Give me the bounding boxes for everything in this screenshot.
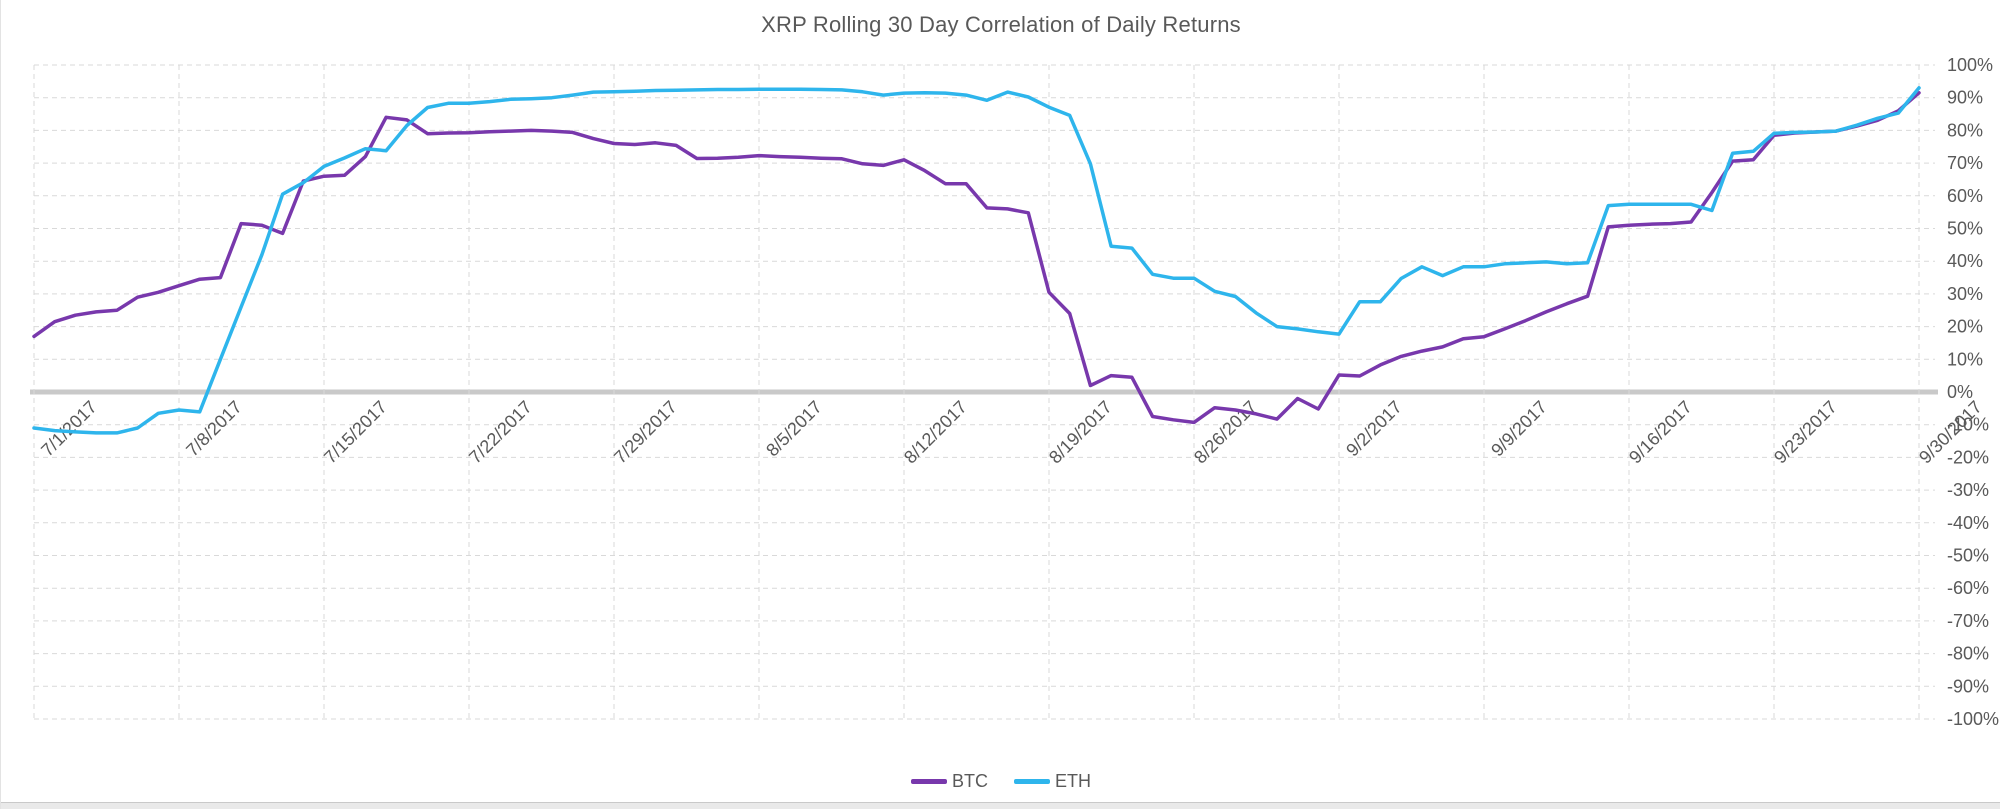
x-axis-tick-label: 9/2/2017	[1342, 397, 1406, 461]
y-axis-tick-label: 50%	[1947, 219, 1983, 239]
y-axis-tick-label: 60%	[1947, 186, 1983, 206]
eth-series-line[interactable]	[32, 86, 1921, 435]
legend-item-btc[interactable]: BTC	[911, 771, 988, 792]
y-axis-tick-label: 90%	[1947, 88, 1983, 108]
y-axis-tick-label: 80%	[1947, 120, 1983, 140]
x-axis-tick-label: 7/15/2017	[320, 397, 391, 468]
y-axis-tick-label: -90%	[1947, 676, 1989, 696]
x-axis-tick-label: 7/29/2017	[610, 397, 681, 468]
y-axis-tick-label: 30%	[1947, 284, 1983, 304]
y-axis-tick-label: 10%	[1947, 349, 1983, 369]
y-axis-tick-label: -100%	[1947, 709, 1999, 729]
y-axis-tick-label: -70%	[1947, 611, 1989, 631]
y-axis-tick-label: 40%	[1947, 251, 1983, 271]
y-axis-tick-label: -40%	[1947, 513, 1989, 533]
y-axis-tick-label: -10%	[1947, 415, 1989, 435]
chart-title: XRP Rolling 30 Day Correlation of Daily …	[761, 12, 1241, 37]
y-axis-tick-label: -50%	[1947, 546, 1989, 566]
x-axis-tick-label: 7/8/2017	[182, 397, 246, 461]
eth-line-swatch	[1014, 778, 1050, 784]
x-axis-tick-label: 9/16/2017	[1625, 397, 1696, 468]
legend-label-eth: ETH	[1055, 770, 1091, 791]
x-axis-tick-label: 7/22/2017	[465, 397, 536, 468]
legend-label-btc: BTC	[952, 770, 988, 791]
btc-series-line[interactable]	[32, 91, 1921, 425]
x-axis-tick-label: 9/9/2017	[1487, 397, 1551, 461]
y-axis-tick-label: -60%	[1947, 578, 1989, 598]
btc-line-swatch	[911, 778, 947, 784]
y-axis-tick-label: 100%	[1947, 55, 1993, 75]
x-axis-tick-label: 8/19/2017	[1045, 397, 1116, 468]
x-axis-tick-label: 8/5/2017	[762, 397, 826, 461]
y-axis-tick-label: 0%	[1947, 382, 1973, 402]
y-axis-tick-label: -20%	[1947, 447, 1989, 467]
legend: BTC ETH	[1, 769, 2000, 793]
bottom-scrollbar-strip	[1, 802, 2000, 809]
x-axis-tick-label: 9/23/2017	[1770, 397, 1841, 468]
y-axis-tick-label: -30%	[1947, 480, 1989, 500]
y-axis-tick-label: -80%	[1947, 644, 1989, 664]
x-axis-tick-label: 8/12/2017	[900, 397, 971, 468]
y-axis-tick-label: 70%	[1947, 153, 1983, 173]
y-axis-tick-label: 20%	[1947, 317, 1983, 337]
legend-item-eth[interactable]: ETH	[1014, 771, 1091, 792]
